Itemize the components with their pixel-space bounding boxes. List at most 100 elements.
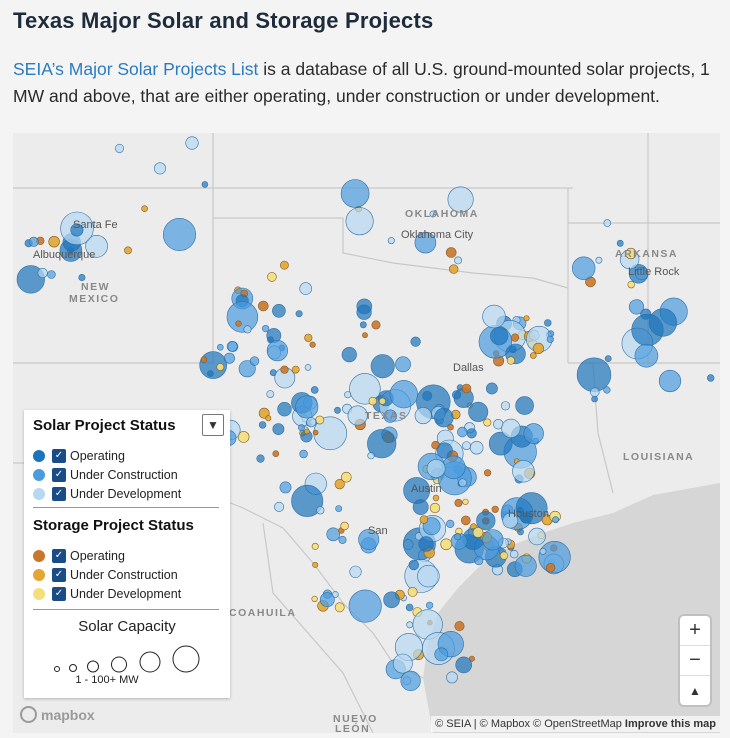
seia-projects-link[interactable]: SEIA’s Major Solar Projects List [13, 59, 259, 79]
solar-project-marker[interactable] [523, 423, 544, 444]
solar-project-marker[interactable] [37, 267, 48, 279]
solar-project-marker[interactable] [458, 478, 467, 487]
solar-project-marker[interactable] [510, 550, 519, 559]
solar-project-marker[interactable] [383, 591, 400, 609]
solar-project-marker[interactable] [256, 454, 265, 463]
solar-project-marker[interactable] [528, 527, 546, 546]
solar-project-marker[interactable] [482, 529, 504, 551]
storage-project-marker[interactable] [449, 264, 459, 274]
solar-project-marker[interactable] [628, 299, 645, 315]
solar-project-marker[interactable] [243, 325, 252, 334]
storage-project-marker[interactable] [483, 418, 492, 427]
solar-project-marker[interactable] [345, 207, 374, 236]
storage-project-marker[interactable] [340, 471, 352, 483]
solar-project-marker[interactable] [446, 671, 458, 684]
storage-project-marker[interactable] [506, 356, 516, 365]
storage-project-marker[interactable] [432, 494, 440, 502]
solar-project-marker[interactable] [517, 528, 524, 536]
solar-project-marker[interactable] [476, 511, 496, 531]
solar-project-marker[interactable] [658, 369, 682, 393]
solar-project-marker[interactable] [266, 340, 288, 362]
storage-project-marker[interactable] [200, 356, 208, 363]
solar-project-marker[interactable] [488, 431, 513, 456]
solar-project-marker[interactable] [344, 391, 352, 399]
solar-project-marker[interactable] [446, 519, 455, 529]
solar-project-marker[interactable] [405, 603, 414, 612]
storage-project-marker[interactable] [315, 415, 325, 425]
solar-project-marker[interactable] [591, 395, 598, 403]
storage-project-marker[interactable] [523, 315, 530, 322]
solar-project-marker[interactable] [544, 319, 552, 327]
attribution-text[interactable]: © SEIA | © Mapbox © OpenStreetMap [435, 718, 622, 730]
storage-project-marker[interactable] [312, 429, 319, 436]
solar-project-marker[interactable] [217, 344, 224, 351]
solar-project-marker[interactable] [417, 564, 440, 588]
solar-project-marker[interactable] [635, 266, 649, 281]
solar-project-marker[interactable] [272, 304, 286, 318]
solar-project-marker[interactable] [447, 186, 474, 213]
storage-project-marker[interactable] [279, 260, 289, 270]
solar-project-marker[interactable] [441, 455, 466, 480]
solar-project-marker[interactable] [356, 304, 372, 320]
solar-project-marker[interactable] [515, 492, 548, 525]
solar-project-marker[interactable] [154, 162, 167, 175]
solar-project-marker[interactable] [454, 533, 462, 541]
legend-storage-construction[interactable]: ✓ Under Construction [33, 566, 178, 584]
solar-project-marker[interactable] [538, 541, 571, 574]
solar-project-marker[interactable] [335, 505, 343, 512]
solar-project-marker[interactable] [341, 347, 357, 363]
solar-project-marker[interactable] [115, 143, 125, 153]
storage-project-marker[interactable] [362, 332, 368, 339]
solar-project-marker[interactable] [249, 356, 260, 366]
storage-project-marker[interactable] [258, 300, 269, 312]
solar-operating-checkbox[interactable]: ✓ [52, 449, 66, 463]
storage-project-marker[interactable] [340, 521, 349, 531]
storage-project-marker[interactable] [309, 341, 316, 348]
solar-project-marker[interactable] [590, 387, 600, 397]
solar-project-marker[interactable] [47, 270, 56, 279]
storage-project-marker[interactable] [311, 542, 319, 550]
solar-project-marker[interactable] [78, 274, 86, 282]
solar-project-marker[interactable] [306, 417, 317, 428]
solar-project-marker[interactable] [349, 373, 381, 405]
solar-project-marker[interactable] [277, 402, 292, 417]
zoom-in-button[interactable]: + [680, 616, 710, 646]
storage-project-marker[interactable] [532, 342, 545, 354]
solar-project-marker[interactable] [436, 442, 453, 459]
solar-project-marker[interactable] [226, 301, 259, 333]
storage-project-marker[interactable] [440, 538, 453, 551]
solar-project-marker[interactable] [299, 282, 313, 295]
solar-project-marker[interactable] [392, 653, 413, 674]
solar-project-marker[interactable] [383, 409, 397, 423]
solar-project-marker[interactable] [367, 429, 397, 459]
solar-project-marker[interactable] [291, 484, 324, 517]
solar-project-marker[interactable] [238, 360, 256, 378]
solar-project-marker[interactable] [387, 237, 395, 245]
storage-project-marker[interactable] [334, 602, 345, 613]
solar-project-marker[interactable] [298, 424, 305, 432]
solar-project-marker[interactable] [414, 407, 432, 425]
storage-project-marker[interactable] [124, 246, 132, 255]
solar-project-marker[interactable] [295, 395, 319, 419]
solar-project-marker[interactable] [185, 136, 199, 150]
solar-project-marker[interactable] [454, 256, 462, 265]
solar-project-marker[interactable] [604, 355, 612, 362]
storage-project-marker[interactable] [445, 247, 457, 258]
storage-project-marker[interactable] [484, 469, 492, 477]
solar-project-marker[interactable] [414, 231, 437, 254]
solar-project-marker[interactable] [258, 421, 267, 429]
solar-project-marker[interactable] [348, 589, 382, 623]
legend-solar-operating[interactable]: ✓ Operating [33, 447, 125, 465]
storage-project-marker[interactable] [625, 247, 637, 260]
storage-project-marker[interactable] [304, 428, 310, 435]
legend-storage-operating[interactable]: ✓ Operating [33, 547, 125, 565]
storage-project-marker[interactable] [419, 515, 429, 524]
solar-project-marker[interactable] [571, 256, 596, 280]
storage-project-marker[interactable] [378, 397, 386, 405]
solar-project-marker[interactable] [422, 390, 433, 401]
storage-project-marker[interactable] [462, 498, 469, 505]
solar-project-marker[interactable] [634, 343, 659, 368]
legend-solar-construction[interactable]: ✓ Under Construction [33, 466, 178, 484]
storage-project-marker[interactable] [267, 272, 277, 282]
legend-toggle-button[interactable]: ▼ [202, 414, 224, 436]
